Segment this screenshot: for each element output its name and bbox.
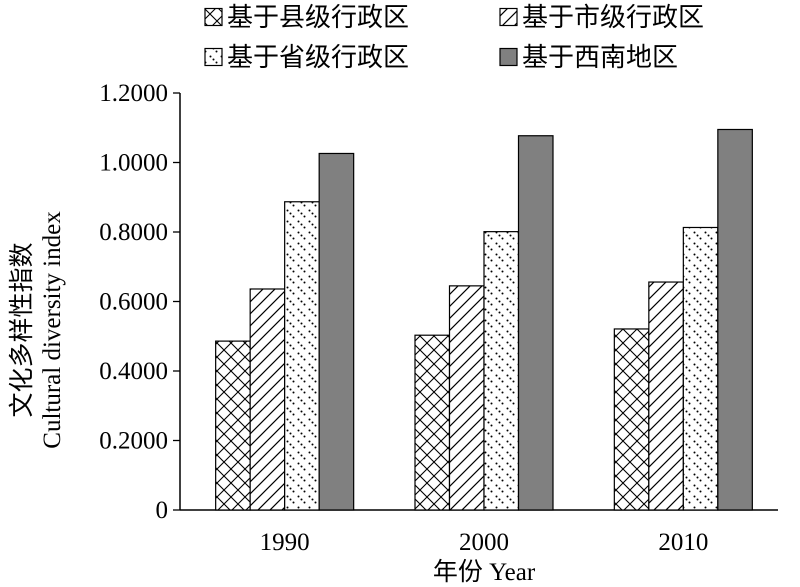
legend-swatch [204, 7, 223, 27]
bar [215, 340, 251, 511]
y-tick-label: 0 [156, 497, 169, 524]
bar [717, 128, 753, 511]
y-tick-label: 1.2000 [99, 80, 168, 107]
x-tick-label: 1990 [260, 529, 310, 556]
bars [215, 128, 753, 511]
y-axis-title-cn: 文化多样性指数 [8, 242, 36, 417]
bar [483, 231, 520, 511]
y-axis-title-en: Cultural diversity index [39, 211, 66, 449]
x-tick-label: 2000 [459, 529, 509, 556]
bar [318, 152, 355, 511]
y-axis-title: 文化多样性指数 Cultural diversity index [8, 211, 66, 449]
y-tick-label: 0.4000 [99, 358, 168, 385]
y-tick-label: 0.8000 [99, 219, 168, 246]
y-tick-label: 0.6000 [99, 289, 168, 316]
legend-swatch [204, 47, 223, 67]
axes: 0 0.2000 0.4000 0.6000 0.8000 1.0000 1.2000 199… [99, 80, 778, 556]
y-tick-label: 0.2000 [99, 428, 168, 455]
bar [448, 285, 485, 511]
bar [249, 288, 286, 511]
bar [517, 135, 554, 511]
bar [414, 334, 451, 511]
legend-swatch [499, 47, 518, 67]
x-axis-title: 年份 Year [433, 558, 536, 586]
legend-label: 基于市级行政区 [522, 3, 704, 32]
legend-label: 基于西南地区 [522, 43, 678, 72]
y-tick-label: 1.0000 [99, 150, 168, 177]
legend-swatch [499, 7, 518, 27]
bar [613, 328, 650, 511]
legend-label: 基于省级行政区 [227, 43, 409, 72]
x-tick-label: 2010 [658, 529, 708, 556]
bar [648, 281, 684, 511]
bar [682, 226, 719, 511]
bar [284, 201, 320, 511]
legend-label: 基于县级行政区 [227, 3, 409, 32]
